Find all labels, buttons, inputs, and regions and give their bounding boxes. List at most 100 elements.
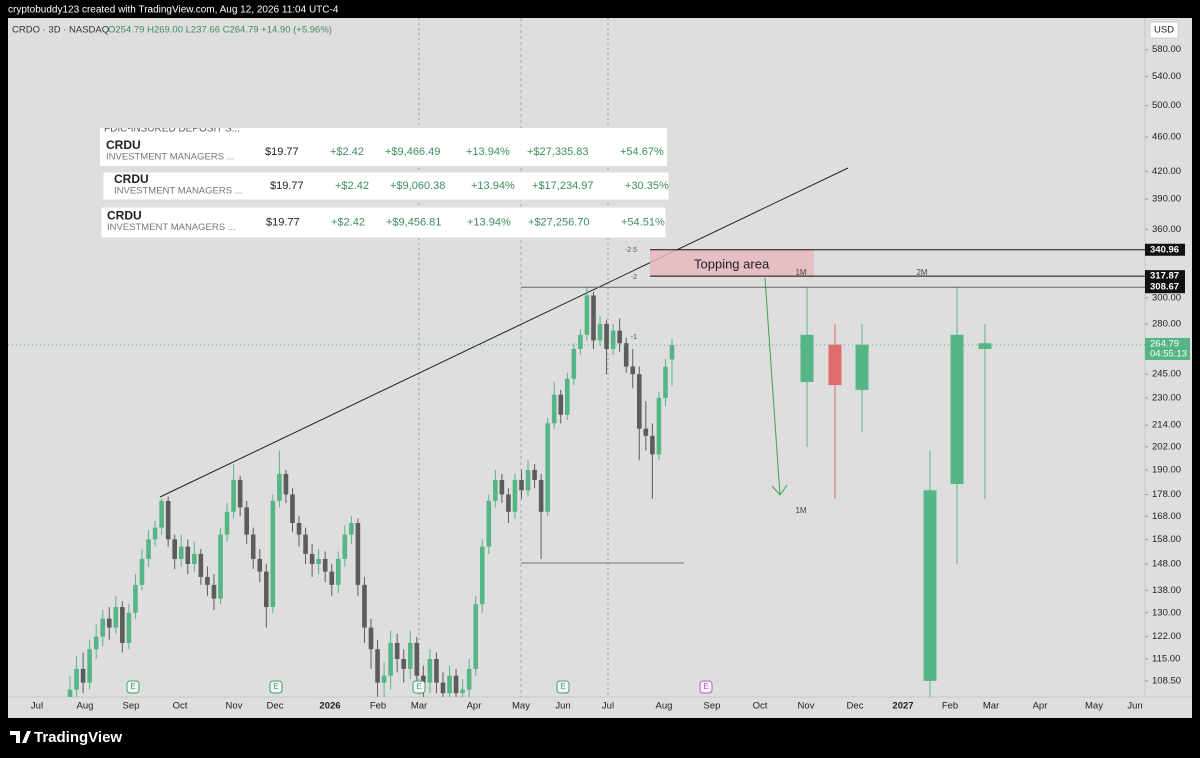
down-arrow (764, 277, 788, 496)
candle-body (650, 435, 655, 455)
candle-body (434, 658, 439, 683)
candle-body (93, 636, 99, 650)
candle-body (538, 479, 544, 512)
candle-body (146, 539, 151, 559)
y-tick-label: 360.00 (1152, 224, 1181, 235)
candle-body (525, 469, 531, 491)
y-tick-label: 122.00 (1152, 631, 1181, 642)
earnings-marker[interactable] (556, 680, 570, 694)
x-tick-label: Jun (555, 701, 570, 712)
description: INVESTMENT MANAGERS ... (106, 152, 235, 163)
x-tick-label: Nov (226, 701, 243, 712)
x-tick-label: Nov (798, 701, 815, 712)
y-tick-label: 138.00 (1152, 585, 1181, 596)
logo (10, 731, 31, 743)
candle-body (479, 546, 485, 605)
table-cell: +$27,335.83 (527, 146, 588, 158)
candle-body (290, 494, 295, 524)
table-cell: +30.35% (625, 180, 669, 192)
candle-body (381, 675, 387, 683)
candle-body (414, 642, 420, 676)
candle-body (571, 348, 577, 379)
x-tick-label: 2027 (892, 701, 913, 712)
last-price-tag (1145, 337, 1190, 360)
y-tick-label: 190.00 (1152, 464, 1181, 475)
x-tick-label: Jul (602, 701, 614, 712)
candle-body (283, 473, 289, 495)
candle-body (355, 523, 361, 585)
candle-body (421, 675, 426, 683)
candle-body (473, 604, 478, 669)
table-cell: +$27,256.70 (528, 216, 589, 228)
table-cell: +13.94% (466, 146, 510, 158)
chart-background (8, 18, 1192, 718)
y-tick-label: 168.00 (1152, 511, 1181, 522)
table-cell: $19.77 (265, 146, 299, 158)
plot (67, 287, 992, 697)
candle-body (329, 571, 335, 585)
earnings-label: E (703, 682, 708, 691)
candle-body (205, 576, 210, 585)
y-tick-label: 178.00 (1152, 489, 1181, 500)
x-tick-label: Mar (411, 701, 427, 712)
brand: TradingView (34, 729, 122, 746)
earnings-marker[interactable] (269, 680, 283, 694)
candle-body (368, 627, 374, 650)
topping-box (650, 250, 814, 277)
candle-body (401, 658, 407, 669)
earnings-label: E (130, 682, 135, 691)
earnings-marker[interactable] (126, 680, 140, 694)
last-price-label: 264.79 (1150, 338, 1179, 349)
author-line: cryptobuddy123 created with TradingView.… (8, 5, 339, 16)
ohlc: O254.79 H269.00 L237.66 C264.79 +14.90 (… (108, 25, 332, 36)
candle-body (133, 584, 138, 613)
ticker: CRDU (106, 138, 141, 152)
candle-body (303, 534, 308, 554)
x-tick-label: Oct (753, 701, 768, 712)
candle-body (113, 607, 119, 628)
candle-body (460, 689, 465, 694)
y-tick-label: 108.50 (1152, 675, 1181, 686)
candle-body (855, 344, 869, 390)
level-tag (1145, 243, 1185, 256)
x-tick-label: Aug (656, 701, 673, 712)
y-tick-label: 230.00 (1152, 392, 1181, 403)
ticker: CRDU (114, 172, 149, 186)
x-tick-label: 2026 (319, 701, 340, 712)
topping-label: Topping area (694, 256, 770, 271)
x-tick-label: Dec (267, 701, 284, 712)
candle-body (74, 668, 79, 690)
currency-box[interactable] (1149, 21, 1179, 39)
candle-body (584, 295, 590, 335)
description: INVESTMENT MANAGERS ... (114, 186, 243, 197)
y-tick-label: 580.00 (1152, 44, 1181, 55)
x-tick-label: May (1085, 701, 1103, 712)
candle-body (185, 546, 191, 564)
candle-body (87, 649, 92, 683)
candle-body (636, 374, 642, 429)
table-row (102, 171, 670, 201)
fib-label: -2.5 (625, 247, 637, 254)
x-tick-label: Sep (704, 701, 721, 712)
fib-label: -2 (631, 274, 637, 281)
currency[interactable]: USD (1154, 25, 1174, 36)
level-tag-label: 317.87 (1150, 271, 1179, 282)
table-cell: +54.51% (621, 216, 665, 228)
candle-body (120, 607, 125, 643)
x-tick-label: Feb (370, 701, 386, 712)
candle-body (669, 344, 675, 360)
table-cell: +$9,466.49 (385, 146, 440, 158)
trend-line (159, 167, 849, 498)
candle-body (231, 479, 236, 512)
table-row (100, 128, 667, 166)
candle-body (172, 539, 177, 559)
candle-body (250, 534, 256, 559)
candle-body (224, 511, 230, 535)
table-cell: +$9,060.38 (390, 180, 445, 192)
earnings-marker[interactable] (699, 680, 713, 694)
candle-body (394, 642, 400, 659)
candle-body (316, 558, 321, 564)
table-cell: +13.94% (471, 180, 515, 192)
table-cell: +54.67% (620, 146, 664, 158)
earnings-marker[interactable] (412, 680, 426, 694)
